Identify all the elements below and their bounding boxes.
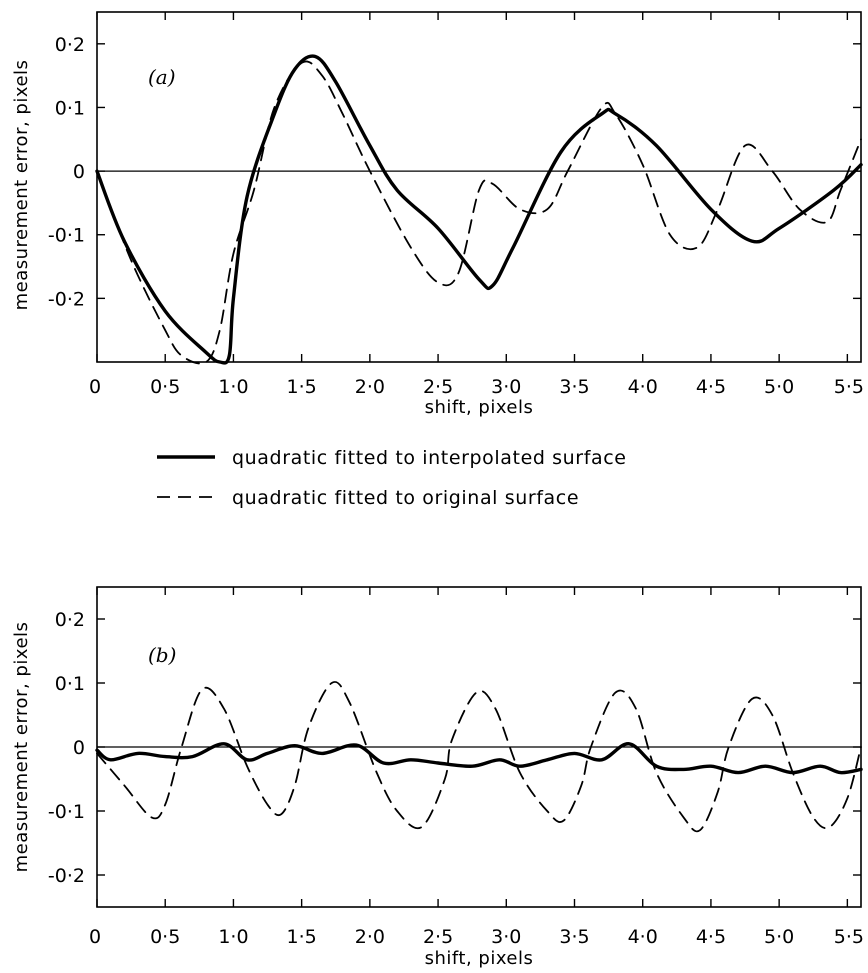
x-tick-label: 5·5 [834,926,864,948]
y-tick-label: 0 [73,161,85,183]
y-tick-label: -0·2 [48,865,85,887]
x-tick-label: 4·0 [628,926,658,948]
panel-a-series [95,54,863,365]
x-tick-label: 4·5 [696,376,726,398]
y-tick-label: -0·2 [48,288,85,310]
panel-a-x-tick-labels: 0 0·5 1·0 1·5 2·0 2·5 3·0 3·5 4·0 4·5 5·0 5·5 [89,376,864,398]
panel-b-series-interpolated-solid [95,742,863,775]
y-tick-label: 0·1 [55,673,85,695]
legend-dashed-label: quadratic fitted to original surface [232,487,579,509]
panel-a-tag: (a) [148,65,176,89]
panel-b-x-tick-labels: 0 0·5 1·0 1·5 2·0 2·5 3·0 3·5 4·0 4·5 5·0 5·5 [89,926,864,948]
x-tick-label: 3·5 [559,376,589,398]
x-tick-label: 2·5 [423,926,453,948]
y-tick-label: 0 [73,737,85,759]
x-tick-label: 3·0 [491,376,521,398]
x-tick-label: 0 [89,376,101,398]
x-tick-label: 1·5 [287,376,317,398]
x-tick-label: 5·5 [834,376,864,398]
panel-b-y-axis-title: measurement error, pixels [11,622,32,873]
x-tick-label: 0 [89,926,101,948]
y-tick-label: -0·1 [48,801,85,823]
x-tick-label: 5·0 [764,926,794,948]
x-tick-label: 3·5 [559,926,589,948]
panel-a-series-interpolated-solid [95,54,863,365]
panel-b-y-tick-labels: 0·2 0·1 0 -0·1 -0·2 [48,609,85,887]
panel-a-series-original-dashed [96,60,862,365]
panel-b-series-original-dashed [96,681,862,833]
x-tick-label: 1·0 [218,376,248,398]
y-tick-label: 0·1 [55,97,85,119]
panel-b-tag: (b) [148,643,176,667]
x-tick-label: 2·5 [423,376,453,398]
panel-a-ticks [96,12,861,362]
panel-b-series [95,681,863,833]
panel-b-x-axis-title: shift, pixels [425,948,534,969]
y-tick-label: 0·2 [55,609,85,631]
x-tick-label: 4·5 [696,926,726,948]
panel-a-chart: 0 0·5 1·0 1·5 2·0 2·5 3·0 3·5 4·0 4·5 5·0 5·5 0·20·… [11,11,864,418]
x-tick-label: 2·0 [355,926,385,948]
x-tick-label: 0·5 [150,926,180,948]
panel-a-x-axis-title: shift, pixels [425,397,534,418]
x-tick-label: 3·0 [491,926,521,948]
panel-a-y-tick-labels: 0·2 0·1 0 -0·1 -0·2 [48,34,85,311]
x-tick-label: 1·5 [287,926,317,948]
x-tick-label: 5·0 [764,376,794,398]
x-tick-label: 2·0 [355,376,385,398]
y-tick-label: 0·2 [55,34,85,56]
panel-b-ticks [96,587,861,907]
panel-a-frame [96,11,862,363]
legend-solid-label: quadratic fitted to interpolated surface [232,447,627,469]
x-tick-label: 4·0 [628,376,658,398]
y-tick-label: -0·1 [48,225,85,247]
panel-b-chart: 0 0·5 1·0 1·5 2·0 2·5 3·0 3·5 4·0 4·5 5·0 5·5 0·20·… [11,586,864,969]
panel-a-y-axis-title: measurement error, pixels [11,60,32,311]
x-tick-label: 1·0 [218,926,248,948]
x-tick-label: 0·5 [150,376,180,398]
legend: quadratic fitted to interpolated surface… [157,447,627,509]
